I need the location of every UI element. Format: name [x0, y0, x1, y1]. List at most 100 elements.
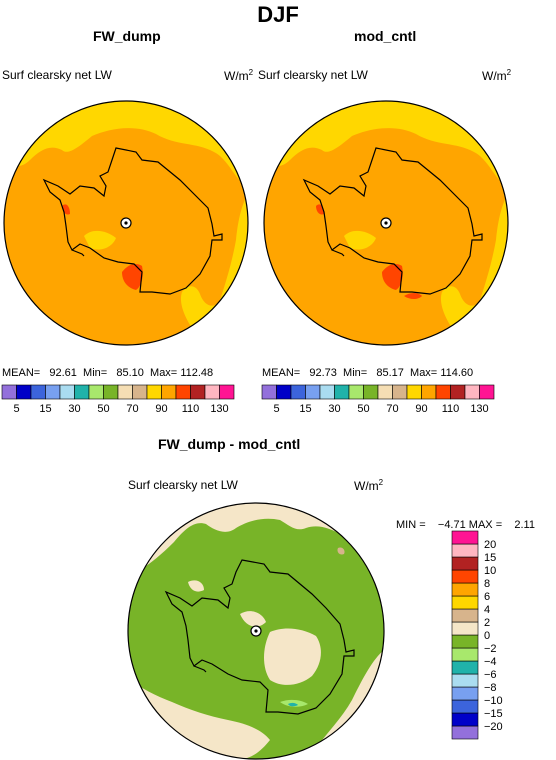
panel-2-colorbar: 5 15 30 50 70 90 110 130 — [261, 384, 495, 415]
max-label: Max= — [410, 367, 438, 379]
colorbar-tick-label: −2 — [484, 643, 497, 655]
colorbar-box — [451, 543, 479, 558]
colorbar-tick-label: 30 — [68, 403, 80, 415]
colorbar-box — [16, 384, 32, 400]
mean-label: MEAN= — [2, 367, 41, 379]
min-value: 85.10 — [116, 367, 144, 379]
panel-1-title: FW_dump — [93, 28, 161, 44]
max-value: 2.11 — [514, 519, 535, 531]
panel-2-map-outline — [263, 100, 509, 346]
colorbar-box — [161, 384, 177, 400]
figure-title: DJF — [257, 2, 299, 27]
mean-value: 92.61 — [49, 367, 77, 379]
colorbar-tick-label: 8 — [484, 578, 490, 590]
colorbar-box — [88, 384, 104, 400]
max-label: Max= — [150, 367, 178, 379]
max-value: 114.60 — [440, 367, 474, 379]
max-label: MAX = — [468, 519, 503, 531]
panel-1-colorbar: 5 15 30 50 70 90 110 130 — [1, 384, 235, 415]
red-patch-center — [122, 264, 143, 290]
colorbar-box — [451, 673, 479, 688]
colorbar-box — [451, 647, 479, 662]
colorbar-box — [451, 686, 479, 701]
colorbar-box — [363, 384, 379, 400]
colorbar-box — [451, 582, 479, 597]
colorbar-box — [334, 384, 350, 400]
colorbar-tick-label: 30 — [328, 403, 340, 415]
beige-region-center — [264, 628, 321, 685]
panel-3-units: W/m2 — [354, 478, 384, 493]
mean-value: 92.73 — [309, 367, 337, 379]
colorbar-box — [59, 384, 75, 400]
panel-3-coastline — [164, 559, 355, 715]
colorbar-tick-label: −20 — [484, 721, 503, 733]
colorbar-box — [479, 384, 495, 400]
colorbar-box — [451, 569, 479, 584]
colorbar-box — [435, 384, 451, 400]
colorbar-box — [219, 384, 235, 400]
panel-2-variable: Surf clearsky net LW — [258, 68, 368, 82]
panel-3-pole-dot — [254, 629, 258, 633]
colorbar-box — [451, 595, 479, 610]
colorbar-box — [451, 660, 479, 675]
red-patch-center — [382, 264, 403, 290]
panel-3-map-outline — [127, 502, 385, 760]
colorbar-box — [377, 384, 393, 400]
max-value: 112.48 — [180, 367, 214, 379]
colorbar-box — [117, 384, 133, 400]
colorbar-box — [175, 384, 191, 400]
colorbar-tick-label: −15 — [484, 708, 503, 720]
colorbar-box — [392, 384, 408, 400]
colorbar-tick-label: 5 — [13, 403, 19, 415]
colorbar-box — [261, 384, 277, 400]
panel-2-units: W/m2 — [482, 68, 512, 83]
colorbar-box — [421, 384, 437, 400]
colorbar-tick-label: 50 — [97, 403, 109, 415]
colorbar-tick-label: 50 — [357, 403, 369, 415]
colorbar-box — [204, 384, 220, 400]
colorbar-box — [451, 530, 479, 545]
panel-1-stats: MEAN= 92.61 Min= 85.10 Max= 112.48 — [2, 367, 213, 379]
beige-patch-small — [188, 580, 204, 592]
min-label: MIN = — [396, 519, 426, 531]
colorbar-tick-label: 70 — [386, 403, 398, 415]
colorbar-box — [451, 699, 479, 714]
colorbar-tick-label: 15 — [484, 552, 496, 564]
colorbar-box — [290, 384, 306, 400]
yellow-patch-inner — [84, 230, 116, 250]
beige-region-north — [128, 503, 384, 584]
colorbar-tick-label: 90 — [155, 403, 167, 415]
colorbar-box — [451, 608, 479, 623]
colorbar-tick-label: 130 — [210, 403, 228, 415]
panel-2-stats: MEAN= 92.73 Min= 85.17 Max= 114.60 — [262, 367, 473, 379]
colorbar-box — [1, 384, 17, 400]
panel-1-coastline — [42, 147, 223, 295]
colorbar-tick-label: 5 — [273, 403, 279, 415]
colorbar-box — [451, 621, 479, 636]
panel-1-map-outline — [3, 100, 249, 346]
panel-1-units: W/m2 — [224, 68, 254, 83]
panel-1-pole-dot — [124, 221, 128, 225]
colorbar-box — [451, 556, 479, 571]
colorbar-tick-label: 130 — [470, 403, 488, 415]
panel-2-title: mod_cntl — [354, 28, 417, 44]
min-label: Min= — [343, 367, 368, 379]
colorbar-box — [30, 384, 46, 400]
tan-patch — [337, 547, 345, 555]
colorbar-box — [45, 384, 61, 400]
colorbar-box — [305, 384, 321, 400]
cyan-patch — [288, 702, 298, 707]
colorbar-box — [406, 384, 422, 400]
colorbar-box — [451, 712, 479, 727]
colorbar-tick-label: 70 — [126, 403, 138, 415]
panel-3-stats: MIN = −4.71 MAX = 2.11 — [396, 519, 535, 531]
colorbar-tick-label: −10 — [484, 695, 503, 707]
colorbar-tick-label: 10 — [484, 565, 496, 577]
beige-patch-inner — [240, 611, 266, 627]
colorbar-tick-label: 2 — [484, 617, 490, 629]
yellow-patch-inner — [344, 230, 376, 250]
colorbar-tick-label: −8 — [484, 682, 497, 694]
panel-2-pole-dot — [384, 221, 388, 225]
colorbar-tick-label: 4 — [484, 604, 490, 616]
